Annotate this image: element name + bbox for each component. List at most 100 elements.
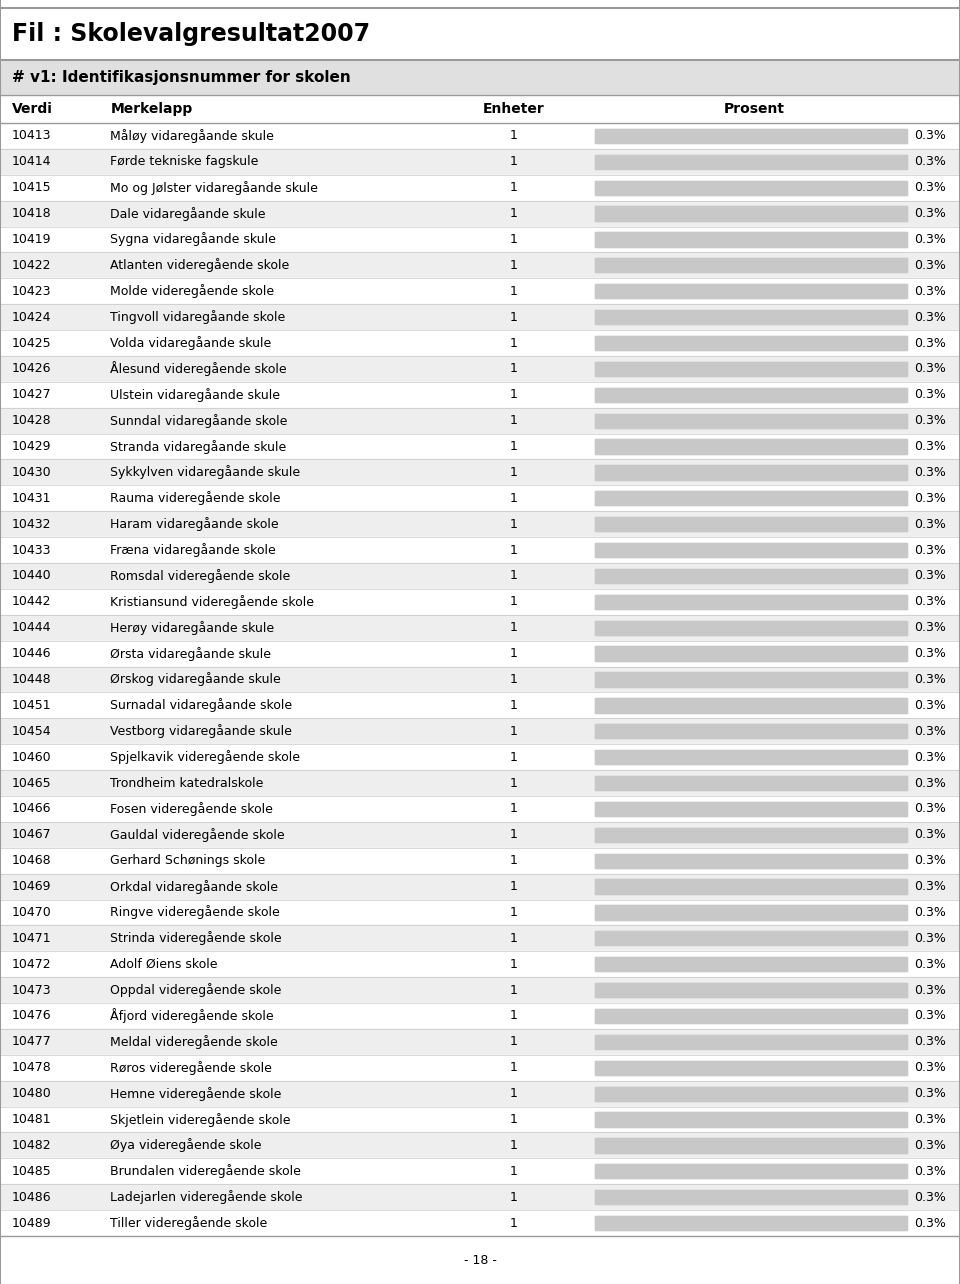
Bar [595,1112,907,1126]
Bar [595,232,907,247]
Text: 0.3%: 0.3% [914,984,946,996]
Text: 1: 1 [510,880,517,894]
Bar [595,543,907,557]
Bar [595,232,907,247]
Text: Herøy vidaregåande skule: Herøy vidaregåande skule [110,620,275,634]
Bar [595,724,907,738]
Text: # v1: Identifikasjonsnummer for skolen: # v1: Identifikasjonsnummer for skolen [12,71,350,85]
Bar [595,620,907,634]
Bar [595,801,907,817]
Text: 1: 1 [510,259,517,272]
Bar [0,95,960,123]
Text: Øya videregående skole: Øya videregående skole [110,1139,262,1153]
Bar [595,828,907,842]
Text: Prosent: Prosent [724,101,785,116]
Bar [595,439,907,453]
Text: 0.3%: 0.3% [914,543,946,556]
Text: 1: 1 [510,311,517,324]
Text: 0.3%: 0.3% [914,1113,946,1126]
Text: Gerhard Schønings skole: Gerhard Schønings skole [110,854,266,867]
Text: 1: 1 [510,415,517,428]
Text: Røros videregående skole: Røros videregående skole [110,1061,273,1075]
Text: 1: 1 [510,673,517,686]
Bar [595,1112,907,1126]
Text: 0.3%: 0.3% [914,673,946,686]
Bar [0,200,960,226]
Text: Sunndal vidaregåande skole: Sunndal vidaregåande skole [110,413,288,428]
Text: 1: 1 [510,1216,517,1230]
Text: Atlanten videregående skole: Atlanten videregående skole [110,258,290,272]
Text: Spjelkavik videregående skole: Spjelkavik videregående skole [110,750,300,764]
Text: 0.3%: 0.3% [914,440,946,453]
Text: 10465: 10465 [12,777,51,790]
Bar [595,492,907,506]
Bar [595,517,907,532]
Text: Dale vidaregåande skule: Dale vidaregåande skule [110,207,266,221]
Text: 0.3%: 0.3% [914,1088,946,1100]
Text: 1: 1 [510,1035,517,1048]
Bar [595,181,907,195]
Text: 1: 1 [510,1190,517,1203]
Text: 1: 1 [510,854,517,867]
Text: 1: 1 [510,130,517,143]
Bar [595,336,907,351]
Bar [0,226,960,253]
Bar [595,336,907,351]
Text: 0.3%: 0.3% [914,1190,946,1203]
Bar [595,309,907,325]
Text: Kristiansund videregående skole: Kristiansund videregående skole [110,594,314,609]
Text: 1: 1 [510,1139,517,1152]
Text: Hemne videregående skole: Hemne videregående skole [110,1086,282,1100]
Text: 10442: 10442 [12,596,51,609]
Bar [595,258,907,272]
Bar [595,984,907,998]
Text: 0.3%: 0.3% [914,1216,946,1230]
Text: 10413: 10413 [12,130,51,143]
Text: 10424: 10424 [12,311,51,324]
Bar [0,1210,960,1236]
Text: 0.3%: 0.3% [914,932,946,945]
Bar [0,926,960,951]
Text: 10415: 10415 [12,181,51,194]
Bar [595,569,907,583]
Text: 10454: 10454 [12,724,51,738]
Text: Ålesund videregående skole: Ålesund videregående skole [110,361,287,376]
Text: 10472: 10472 [12,958,51,971]
Text: Orkdal vidaregåande skole: Orkdal vidaregåande skole [110,880,278,894]
Text: 10446: 10446 [12,647,51,660]
Bar [0,562,960,589]
Text: 1: 1 [510,388,517,402]
Bar [595,1061,907,1075]
Text: Rauma videregående skole: Rauma videregående skole [110,492,281,506]
Text: 0.3%: 0.3% [914,647,946,660]
Text: Sygna vidaregåande skule: Sygna vidaregåande skule [110,232,276,247]
Text: 10432: 10432 [12,517,51,530]
Bar [595,1165,907,1179]
Text: 1: 1 [510,1062,517,1075]
Text: 1: 1 [510,621,517,634]
Bar [595,828,907,842]
Bar [595,1216,907,1230]
Text: 0.3%: 0.3% [914,492,946,505]
Text: Brundalen videregående skole: Brundalen videregående skole [110,1165,301,1179]
Bar [595,1035,907,1049]
Bar [595,1165,907,1179]
Text: 0.3%: 0.3% [914,698,946,711]
Bar [595,854,907,868]
Bar [595,258,907,272]
Bar [0,977,960,1003]
Text: 1: 1 [510,828,517,841]
Bar [595,569,907,583]
Text: 1: 1 [510,596,517,609]
Bar [595,207,907,221]
Bar [595,984,907,998]
Text: 0.3%: 0.3% [914,802,946,815]
Text: 10467: 10467 [12,828,51,841]
Bar [0,330,960,356]
Bar [0,408,960,434]
Bar [595,1190,907,1204]
Text: 1: 1 [510,958,517,971]
Text: Førde tekniske fagskule: Førde tekniske fagskule [110,155,259,168]
Text: 0.3%: 0.3% [914,880,946,894]
Bar [595,309,907,325]
